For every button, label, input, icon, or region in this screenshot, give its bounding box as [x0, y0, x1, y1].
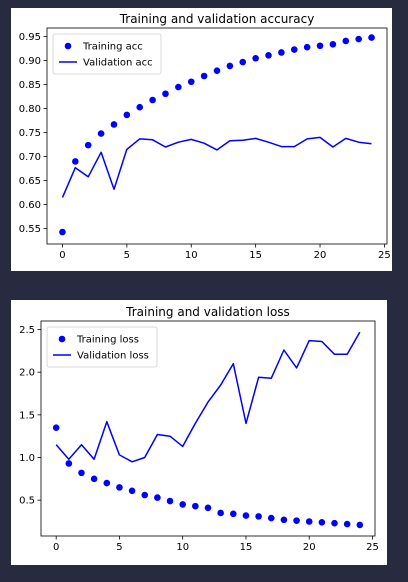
- accuracy-training-point: [59, 228, 66, 236]
- accuracy-chart-title: Training and validation accuracy: [119, 12, 315, 26]
- accuracy-legend-marker-swatch: [64, 42, 72, 50]
- accuracy-y-tick-label: 0.90: [19, 56, 41, 67]
- accuracy-y-tick-label: 0.80: [19, 104, 41, 115]
- loss-x-tick-label: 20: [303, 542, 316, 553]
- accuracy-training-point: [265, 52, 272, 59]
- accuracy-training-point: [303, 43, 311, 51]
- loss-training-point: [65, 460, 73, 467]
- loss-training-point: [179, 501, 186, 508]
- loss-y-tick-label: 2.0: [19, 368, 35, 379]
- accuracy-legend-label: Training acc: [82, 42, 143, 53]
- accuracy-y-tick-label: 0.60: [19, 200, 41, 211]
- accuracy-legend-box: [52, 33, 162, 75]
- accuracy-training-point: [239, 58, 247, 66]
- loss-chart: Training and validation loss 0 5 10 15 20 25 0.…: [19, 305, 379, 553]
- loss-axes-frame: [40, 320, 376, 537]
- accuracy-x-tick-label: 0: [59, 250, 65, 261]
- accuracy-training-point: [355, 35, 362, 43]
- accuracy-y-tick-label: 0.85: [19, 80, 41, 91]
- accuracy-training-point: [329, 41, 337, 48]
- loss-x-tick-label: 25: [366, 542, 379, 553]
- accuracy-training-point: [316, 42, 324, 50]
- loss-training-point: [154, 494, 161, 501]
- accuracy-training-point: [290, 46, 298, 53]
- loss-training-point: [267, 514, 275, 522]
- loss-training-point: [280, 516, 288, 524]
- accuracy-x-tick-label: 10: [185, 250, 198, 261]
- accuracy-x-tick-label: 20: [314, 250, 327, 261]
- loss-legend-marker-swatch: [58, 335, 66, 343]
- loss-training-point: [128, 487, 136, 495]
- loss-training-point: [217, 509, 224, 517]
- loss-training-point: [204, 504, 212, 512]
- loss-training-point: [166, 497, 174, 505]
- loss-training-point: [192, 502, 199, 510]
- loss-training-point: [356, 521, 364, 529]
- loss-x-tick-label: 5: [116, 542, 122, 553]
- loss-legend-label: Training loss: [76, 335, 139, 346]
- accuracy-x-tick-label: 25: [378, 250, 391, 261]
- loss-training-point: [305, 518, 313, 525]
- accuracy-training-point: [149, 96, 156, 104]
- accuracy-y-tick-label: 0.75: [19, 128, 41, 139]
- loss-training-point: [141, 491, 149, 499]
- accuracy-training-point: [252, 54, 259, 62]
- accuracy-training-point: [200, 72, 208, 80]
- loss-training-point: [293, 517, 300, 524]
- accuracy-training-point: [278, 49, 285, 56]
- accuracy-y-tick-label: 0.70: [19, 152, 41, 163]
- accuracy-x-tick-label: 15: [249, 250, 262, 261]
- loss-training-point: [230, 510, 237, 518]
- loss-training-point: [52, 424, 60, 431]
- loss-validation-line: [55, 331, 361, 463]
- accuracy-training-point: [123, 111, 131, 119]
- loss-y-tick-label: 0.5: [19, 496, 35, 507]
- loss-chart-panel: Training and validation loss 0 5 10 15 20 25 0.…: [11, 300, 387, 565]
- loss-x-tick-label: 0: [53, 542, 59, 553]
- loss-training-point: [116, 484, 123, 491]
- accuracy-training-point: [342, 37, 350, 45]
- accuracy-training-point: [175, 83, 182, 91]
- accuracy-training-point: [368, 34, 375, 41]
- accuracy-training-point: [110, 121, 118, 128]
- accuracy-training-point: [226, 62, 234, 70]
- accuracy-training-point: [97, 130, 105, 137]
- accuracy-y-tick-label: 0.65: [19, 176, 41, 187]
- loss-training-point: [90, 475, 98, 483]
- loss-training-point: [331, 519, 338, 527]
- loss-training-point: [78, 469, 85, 477]
- loss-training-point: [242, 512, 250, 519]
- loss-legend-box: [46, 326, 158, 368]
- accuracy-training-point: [72, 158, 79, 165]
- loss-training-point: [255, 513, 262, 520]
- accuracy-validation-line: [61, 136, 372, 198]
- accuracy-training-point: [213, 67, 221, 75]
- accuracy-training-point: [187, 78, 195, 86]
- accuracy-y-tick-label: 0.55: [19, 224, 41, 235]
- loss-chart-title: Training and validation loss: [125, 305, 290, 319]
- loss-y-tick-label: 2.5: [19, 325, 35, 336]
- loss-y-tick-label: 1.0: [19, 453, 35, 464]
- accuracy-axes-frame: [46, 27, 388, 245]
- accuracy-chart-panel: Training and validation accuracy 0 5 10 15 20…: [11, 8, 392, 271]
- accuracy-legend-label: Validation acc: [83, 58, 153, 69]
- accuracy-y-tick-label: 0.95: [19, 32, 41, 43]
- accuracy-training-point: [162, 90, 169, 98]
- loss-x-tick-label: 15: [240, 542, 253, 553]
- loss-y-tick-label: 1.5: [19, 410, 35, 421]
- loss-training-point: [103, 479, 111, 487]
- loss-legend-label: Validation loss: [77, 351, 149, 362]
- accuracy-training-point: [84, 141, 92, 149]
- loss-training-point: [318, 519, 326, 526]
- accuracy-x-tick-label: 5: [124, 250, 130, 261]
- loss-training-point: [343, 520, 351, 528]
- loss-x-tick-label: 10: [176, 542, 189, 553]
- accuracy-chart: Training and validation accuracy 0 5 10 15 20…: [19, 12, 391, 261]
- accuracy-training-point: [136, 103, 144, 111]
